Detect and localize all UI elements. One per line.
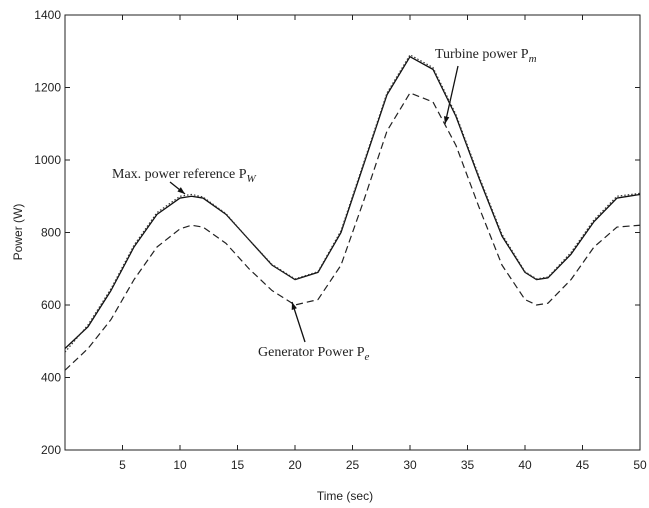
x-axis-label: Time (sec)	[317, 489, 373, 503]
y-tick-label: 400	[41, 371, 61, 385]
y-axis-label: Power (W)	[11, 204, 25, 261]
series-line	[64, 54, 641, 353]
series-line	[64, 92, 641, 371]
annotation-text: Turbine power P	[435, 47, 529, 62]
annotation-arrowhead	[443, 116, 450, 124]
x-tick-label: 50	[633, 458, 647, 472]
x-tick-label: 30	[403, 458, 417, 472]
series-line	[64, 56, 641, 349]
x-tick-label: 35	[461, 458, 475, 472]
annotation-text: Generator Power P	[258, 345, 365, 360]
annotation-subscript: e	[365, 351, 370, 363]
x-tick-label: 25	[346, 458, 360, 472]
y-tick-label: 800	[41, 226, 61, 240]
y-tick-label: 200	[41, 443, 61, 457]
series-annotation: Turbine power Pm	[435, 47, 537, 65]
y-tick-label: 1400	[34, 8, 61, 22]
x-tick-label: 40	[518, 458, 532, 472]
annotation-arrowhead	[291, 302, 297, 310]
x-tick-label: 20	[288, 458, 302, 472]
plot-frame	[64, 14, 641, 451]
x-tick-label: 10	[173, 458, 187, 472]
annotation-arrow	[444, 65, 459, 125]
annotation-subscript: W	[247, 173, 257, 185]
annotation-subscript: m	[529, 53, 537, 65]
x-tick-label: 15	[231, 458, 245, 472]
annotation-arrowhead	[177, 187, 185, 194]
y-tick-label: 1200	[34, 81, 61, 95]
y-tick-label: 600	[41, 298, 61, 312]
x-tick-label: 5	[119, 458, 126, 472]
y-tick-label: 1000	[34, 153, 61, 167]
annotation-text: Max. power reference P	[112, 167, 247, 182]
x-tick-label: 45	[576, 458, 590, 472]
series-annotation: Max. power reference PW	[112, 167, 257, 185]
series-annotation: Generator Power Pe	[258, 345, 370, 363]
